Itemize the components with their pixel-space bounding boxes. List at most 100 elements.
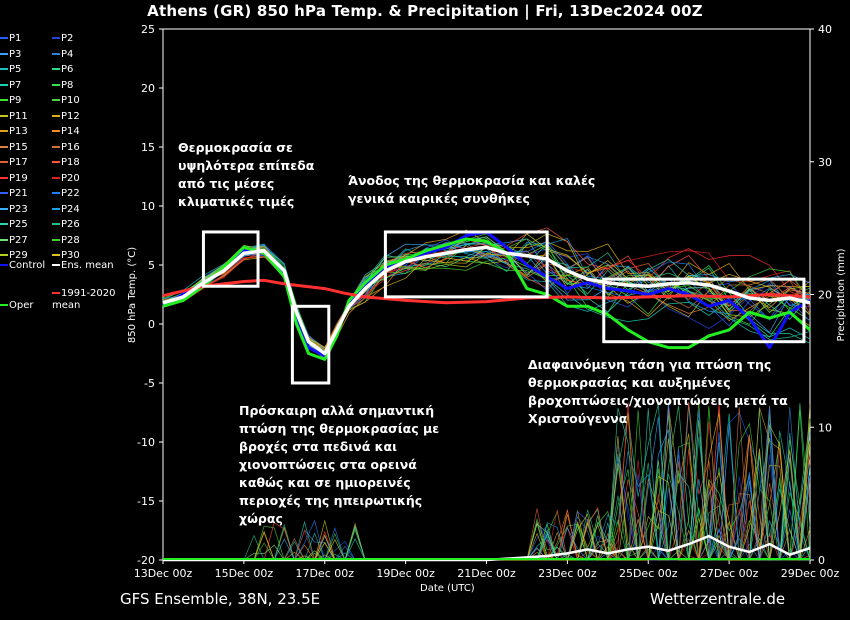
legend-item-p21: P21 [0, 188, 28, 200]
legend-swatch [0, 207, 8, 210]
legend-swatch [0, 114, 8, 117]
legend-item-p8: P8 [52, 80, 73, 92]
x-tick-label: 21Dec 00z [457, 567, 516, 580]
legend-label: P5 [9, 64, 22, 75]
x-tick-label: 19Dec 00z [376, 567, 435, 580]
legend-item-p19: P19 [0, 173, 28, 185]
legend-label: 1991-2020 mean [52, 288, 116, 311]
legend-swatch [52, 223, 60, 225]
annotation-line: Θερμοκρασία σε [178, 140, 293, 155]
legend-swatch [52, 292, 60, 294]
legend-label: P3 [9, 48, 22, 60]
footer-model: GFS Ensemble, 38N, 23.5E [120, 590, 321, 608]
legend-item-p2: P2 [52, 33, 73, 45]
legend-item-oper: Oper [0, 300, 33, 312]
legend-swatch [52, 207, 60, 210]
annotation-line: χώρας [239, 511, 283, 526]
legend-label: P17 [9, 157, 28, 168]
legend-item-p13: P13 [0, 126, 28, 138]
y-tick-label: 0 [148, 318, 155, 331]
legend-item-p16: P16 [52, 142, 80, 154]
legend-label: P10 [61, 95, 80, 106]
legend-item-p25: P25 [0, 219, 28, 231]
legend-swatch [0, 83, 8, 86]
highlight-box-2 [290, 304, 331, 385]
legend-item-1991-2020-mean: 1991-2020 mean [52, 288, 116, 312]
legend-label: P2 [61, 33, 74, 44]
legend-item-p26: P26 [52, 219, 80, 231]
legend-swatch [0, 161, 8, 163]
legend-swatch [0, 192, 8, 194]
legend-item-p27: P27 [0, 235, 28, 247]
legend-label: P23 [9, 203, 28, 215]
annotation-line: χιονοπτώσεις στα ορεινά [239, 457, 417, 472]
x-tick-label: 13Dec 00z [134, 567, 193, 580]
legend-label: P16 [61, 141, 80, 153]
legend-item-p28: P28 [52, 235, 80, 247]
legend-item-p17: P17 [0, 157, 28, 169]
x-tick-label: 15Dec 00z [215, 567, 274, 580]
annotation-upper-left: Θερμοκρασία σε υψηλότερα επίπεδα από τις… [178, 139, 314, 211]
legend-swatch [52, 176, 60, 179]
y2-tick-label: 20 [818, 289, 832, 302]
legend-label: P12 [61, 110, 80, 122]
legend-item-p24: P24 [52, 204, 80, 216]
legend-item-p15: P15 [0, 142, 28, 154]
legend-item-p12: P12 [52, 111, 80, 123]
legend-label: P25 [9, 219, 28, 230]
legend-swatch [52, 83, 60, 86]
legend-item-p30: P30 [52, 250, 80, 262]
legend-item-control: Control [0, 260, 45, 272]
legend-swatch [0, 52, 8, 55]
legend-swatch [0, 99, 8, 101]
legend-swatch [0, 68, 8, 70]
legend-swatch [52, 68, 60, 70]
legend-swatch [52, 130, 60, 132]
legend-label: P14 [61, 126, 80, 137]
annotation-line: Διαφαινόμενη τάση για πτώση της [528, 357, 772, 372]
annotation-line: καθώς και σε ημιορεινές [239, 475, 411, 490]
legend-item-p20: P20 [52, 173, 80, 185]
legend-label: Ens. mean [61, 260, 114, 271]
legend-label: P21 [9, 188, 28, 199]
legend-swatch [52, 192, 60, 194]
legend-item-p3: P3 [0, 49, 21, 61]
legend-label: P11 [9, 110, 28, 122]
legend-swatch [52, 37, 60, 39]
legend-item-p22: P22 [52, 188, 80, 200]
precip-mean-line [163, 534, 811, 562]
legend-label: P9 [9, 95, 22, 106]
y-tick-label: -5 [144, 377, 155, 390]
y-tick-label: -10 [137, 436, 155, 449]
legend-swatch [0, 264, 8, 266]
legend-swatch [52, 161, 60, 163]
legend-item-p4: P4 [52, 49, 73, 61]
legend-label: P22 [61, 188, 80, 199]
legend-swatch [52, 114, 60, 117]
annotation-line: από τις μέσες [178, 176, 275, 191]
legend-label: P24 [61, 203, 80, 215]
annotation-line: βροχές στα πεδινά και [239, 439, 398, 454]
legend-label: P6 [61, 64, 74, 75]
series-ens-mean [162, 245, 811, 356]
legend-swatch [0, 145, 8, 148]
y-tick-label: 10 [141, 200, 155, 213]
chart-title: Athens (GR) 850 hPa Temp. & Precipitatio… [147, 2, 703, 20]
legend-item-p18: P18 [52, 157, 80, 169]
annotation-line: υψηλότερα επίπεδα [178, 158, 315, 173]
legend-item-ens-mean: Ens. mean [52, 260, 114, 272]
legend-label: P27 [9, 234, 28, 246]
y2-tick-label: 30 [818, 156, 832, 169]
annotation-line: θερμοκρασίας και αυξημένες [528, 375, 731, 390]
y2-tick-label: 0 [818, 554, 825, 567]
legend-label: Oper [9, 300, 34, 311]
legend-swatch [0, 130, 8, 132]
x-tick-label: 29Dec 00z [781, 567, 840, 580]
annotation-line: Πρόσκαιρη αλλά σημαντική [239, 403, 435, 418]
legend: P1 P2 P3 P4 P5 P6 P7 P8 P9 P10 P11 P12 P13 P14 P15 P16 P… [0, 0, 130, 320]
annotation-line: Άνοδος της θερμοκρασία και καλές [348, 173, 596, 188]
legend-swatch [52, 254, 60, 256]
legend-item-p29: P29 [0, 250, 28, 262]
legend-label: P19 [9, 172, 28, 184]
